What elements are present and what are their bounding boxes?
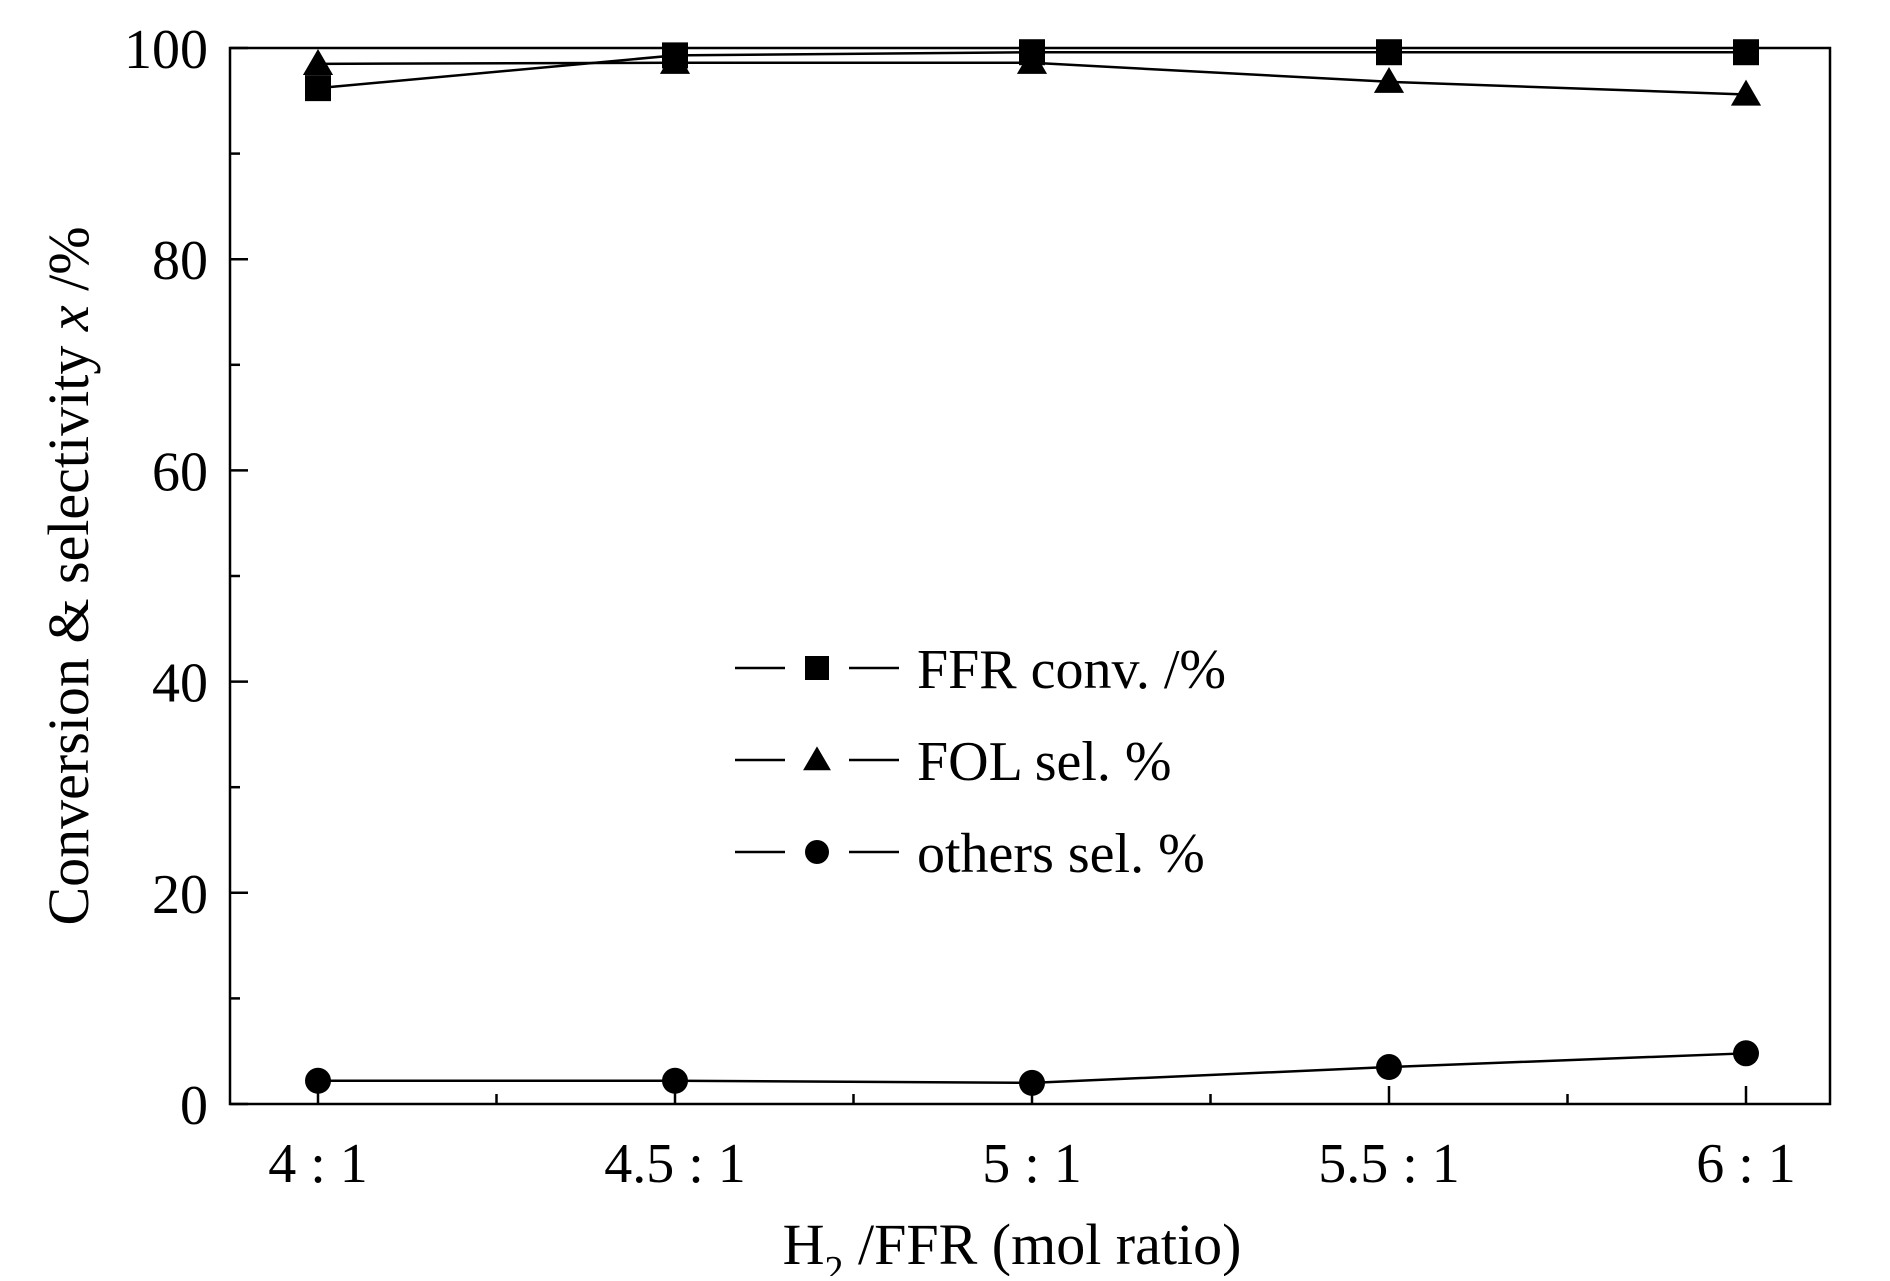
legend: FFR conv. /% FOL sel. % others sel. % — [735, 639, 1226, 885]
square-point — [1376, 39, 1402, 66]
x-tick-label: 5.5 : 1 — [1318, 1133, 1460, 1195]
circle-point — [662, 1067, 688, 1094]
x-tick-label: 5 : 1 — [982, 1133, 1082, 1195]
legend-square-marker — [805, 656, 829, 680]
x-axis: 4 : 1 4.5 : 1 5 : 1 5.5 : 1 6 : 1 — [268, 1086, 1796, 1195]
y-tick-label: 0 — [180, 1075, 208, 1137]
series-circle — [305, 1040, 1759, 1096]
y-axis-title-main: Conversion & selectivity — [36, 331, 101, 925]
legend-item: FFR conv. /% — [735, 639, 1226, 701]
square-point — [1733, 39, 1759, 66]
y-axis-title: Conversion & selectivity x /% — [36, 226, 101, 925]
legend-label: FFR conv. /% — [917, 639, 1226, 701]
circle-point — [1733, 1040, 1759, 1067]
series-group — [302, 39, 1762, 1096]
x-tick-label: 4.5 : 1 — [604, 1133, 746, 1195]
x-tick-label: 4 : 1 — [268, 1133, 368, 1195]
circle-point — [305, 1067, 331, 1094]
y-axis-title-unit: /% — [36, 226, 101, 305]
circle-point — [1019, 1069, 1045, 1096]
y-tick-label: 20 — [152, 864, 208, 926]
triangle-point — [1016, 47, 1048, 74]
y-axis-title-variable: x — [36, 305, 101, 332]
square-point — [305, 75, 331, 102]
legend-item: others sel. % — [735, 823, 1205, 885]
legend-triangle-marker — [803, 746, 831, 771]
triangle-point — [1373, 66, 1405, 93]
legend-label: FOL sel. % — [917, 731, 1172, 793]
legend-label: others sel. % — [917, 823, 1205, 885]
triangle-point — [1730, 79, 1762, 106]
y-axis: 0 20 40 60 80 100 — [124, 19, 248, 1137]
y-tick-label: 100 — [124, 19, 208, 81]
x-axis-title-subscript: 2 — [824, 1249, 843, 1276]
x-axis-title-rest: /FFR (mol ratio) — [843, 1212, 1241, 1276]
legend-item: FOL sel. % — [735, 731, 1172, 793]
triangle-point — [659, 47, 691, 74]
x-axis-title: H2 /FFR (mol ratio) — [783, 1212, 1242, 1276]
x-tick-label: 6 : 1 — [1696, 1133, 1796, 1195]
legend-circle-marker — [805, 840, 829, 864]
series-triangle — [302, 47, 1762, 106]
y-tick-label: 80 — [152, 230, 208, 292]
triangle-point — [302, 49, 334, 75]
y-tick-label: 60 — [152, 441, 208, 503]
circle-point — [1376, 1054, 1402, 1081]
x-axis-title-main: H — [783, 1212, 825, 1276]
y-tick-label: 40 — [152, 653, 208, 715]
